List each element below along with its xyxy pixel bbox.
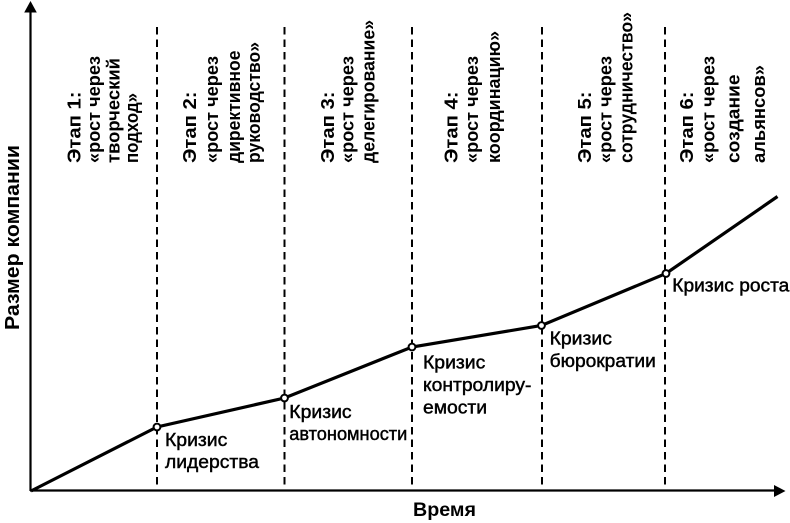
svg-text:бюрократии: бюрократии xyxy=(550,350,656,371)
svg-text:Размер компании: Размер компании xyxy=(2,145,24,330)
svg-text:сотрудничество»: сотрудничество» xyxy=(617,12,637,163)
svg-text:Время: Время xyxy=(413,500,476,521)
svg-text:Кризис роста: Кризис роста xyxy=(672,274,790,295)
svg-text:альянсов»: альянсов» xyxy=(749,65,769,163)
svg-text:«рост через: «рост через xyxy=(202,56,222,163)
svg-text:Этап 4:: Этап 4: xyxy=(442,92,462,164)
svg-text:«рост через: «рост через xyxy=(338,56,358,163)
svg-text:Этап 2:: Этап 2: xyxy=(180,92,200,164)
svg-text:Этап 1:: Этап 1: xyxy=(65,92,85,164)
svg-text:координацию»: координацию» xyxy=(484,31,504,163)
svg-text:делегирование»: делегирование» xyxy=(359,20,379,163)
svg-text:«рост через: «рост через xyxy=(462,56,482,163)
svg-text:Этап 6:: Этап 6: xyxy=(677,92,697,164)
svg-text:Кризис: Кризис xyxy=(550,327,612,348)
svg-text:Кризис: Кризис xyxy=(289,401,351,422)
svg-text:лидерства: лидерства xyxy=(165,451,260,472)
svg-text:творческий: творческий xyxy=(104,58,124,163)
svg-text:«рост через: «рост через xyxy=(699,56,719,163)
svg-text:«рост через: «рост через xyxy=(596,56,616,163)
svg-text:емости: емости xyxy=(423,397,487,418)
svg-text:Этап 3:: Этап 3: xyxy=(318,92,338,164)
svg-text:Этап 5:: Этап 5: xyxy=(575,92,595,164)
svg-text:директивное: директивное xyxy=(224,51,244,164)
svg-text:контролиру-: контролиру- xyxy=(423,374,531,395)
svg-text:Кризис: Кризис xyxy=(165,429,227,450)
svg-text:«рост через: «рост через xyxy=(84,56,104,163)
svg-text:Кризис: Кризис xyxy=(423,352,485,373)
svg-text:руководство»: руководство» xyxy=(244,42,264,163)
svg-text:подход»: подход» xyxy=(122,93,142,163)
svg-text:автономности: автономности xyxy=(289,423,407,444)
svg-text:создание: создание xyxy=(724,75,744,164)
